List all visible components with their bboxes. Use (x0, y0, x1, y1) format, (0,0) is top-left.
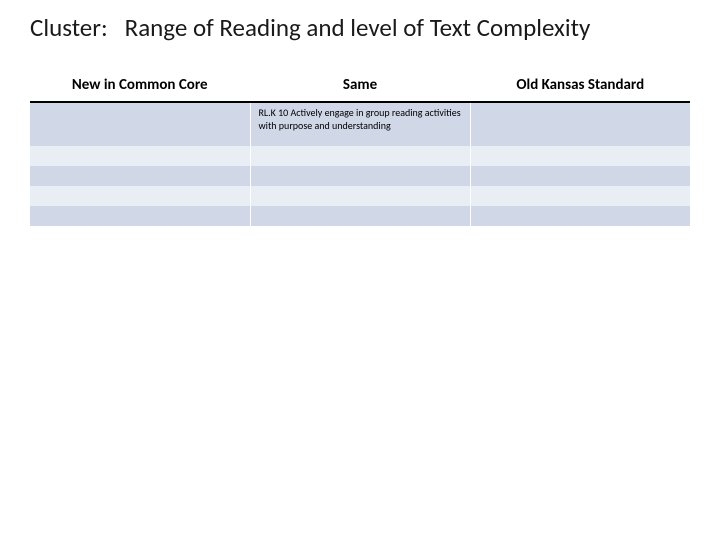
cell: RL.K 10 Actively engage in group reading… (250, 102, 470, 146)
cell (250, 146, 470, 166)
cell (30, 146, 250, 166)
comparison-table: New in Common Core Same Old Kansas Stand… (30, 69, 690, 226)
table-row (30, 186, 690, 206)
cell (470, 146, 690, 166)
cell (470, 206, 690, 226)
cell (30, 166, 250, 186)
cell (470, 102, 690, 146)
table-row (30, 146, 690, 166)
cell (470, 166, 690, 186)
cell (250, 166, 470, 186)
col-header-same: Same (250, 69, 470, 102)
cell (30, 206, 250, 226)
table-header-row: New in Common Core Same Old Kansas Stand… (30, 69, 690, 102)
cell (30, 186, 250, 206)
table-row (30, 166, 690, 186)
title-text: Range of Reading and level of Text Compl… (125, 12, 591, 43)
cell (250, 206, 470, 226)
title-label: Cluster: (30, 12, 108, 43)
cell (470, 186, 690, 206)
col-header-new: New in Common Core (30, 69, 250, 102)
cell (250, 186, 470, 206)
cell (30, 102, 250, 146)
page-title: Cluster: Range of Reading and level of T… (30, 12, 690, 43)
slide: Cluster: Range of Reading and level of T… (0, 0, 720, 246)
col-header-old: Old Kansas Standard (470, 69, 690, 102)
table-row (30, 206, 690, 226)
table-row: RL.K 10 Actively engage in group reading… (30, 102, 690, 146)
